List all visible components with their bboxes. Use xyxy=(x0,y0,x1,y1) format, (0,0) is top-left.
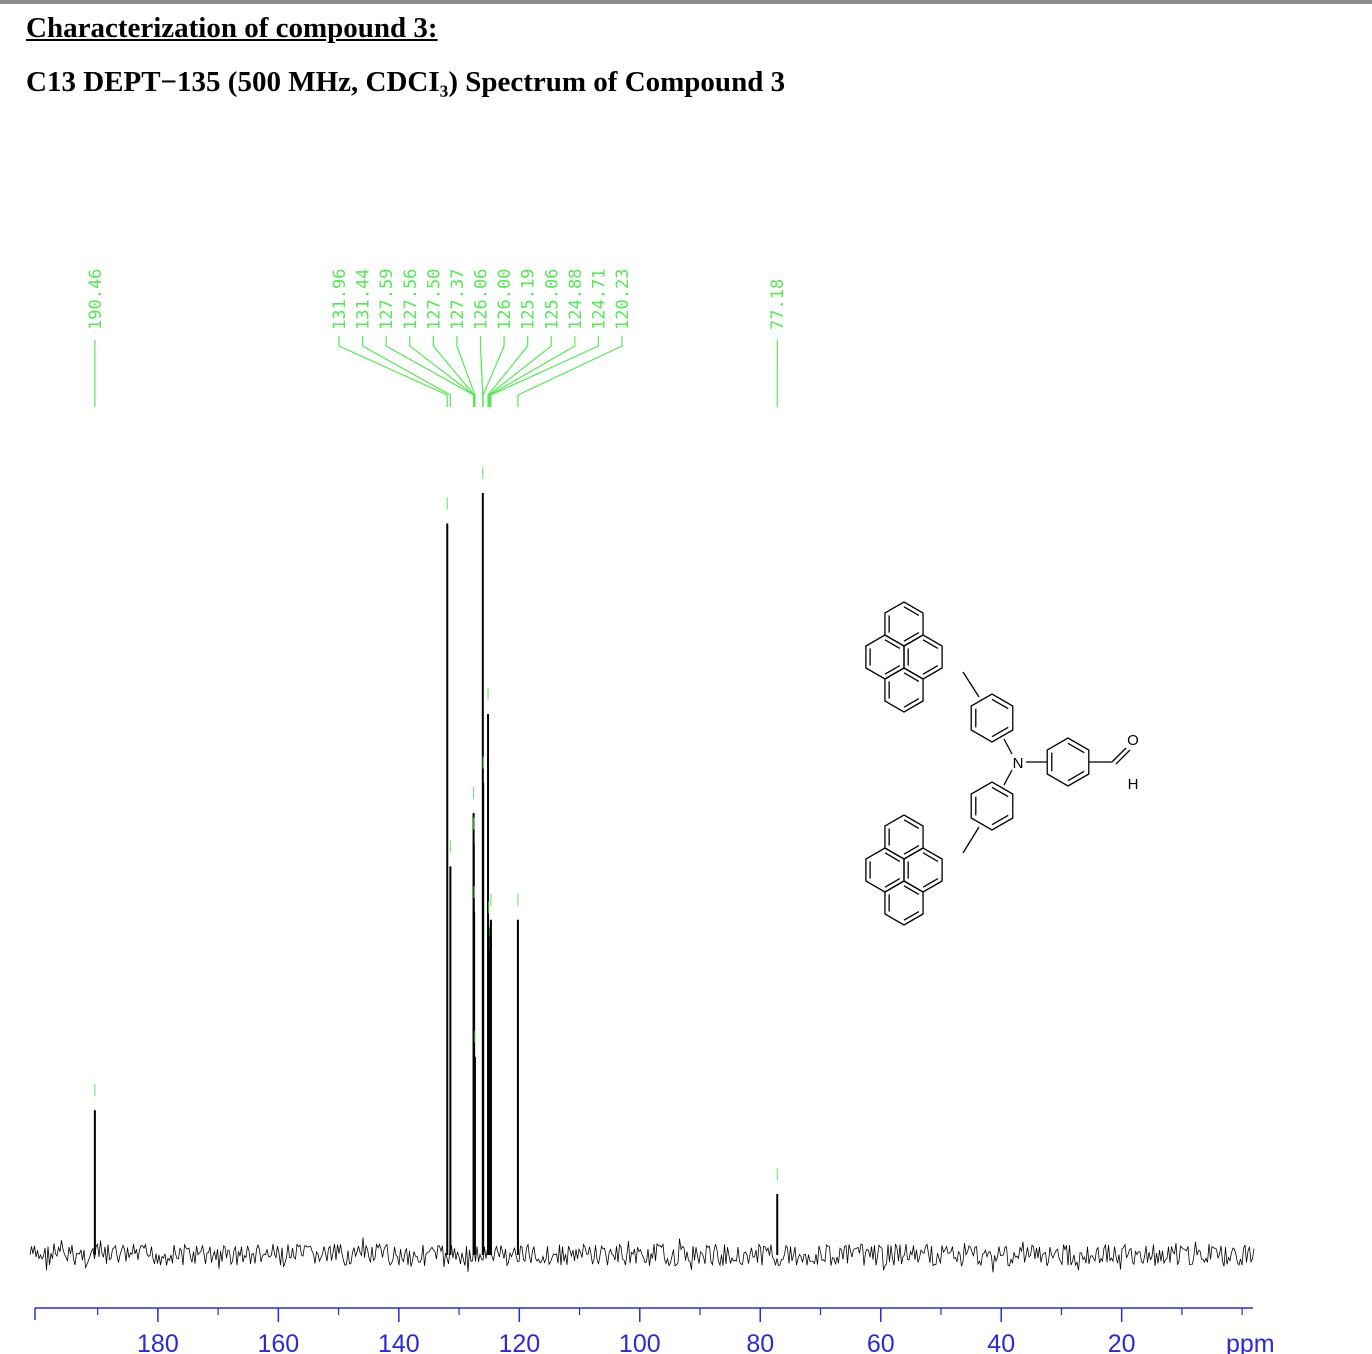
peak-label-connector xyxy=(487,336,529,407)
double-bond xyxy=(1067,770,1085,782)
ring xyxy=(903,634,943,680)
bond xyxy=(1003,769,1013,786)
ring xyxy=(970,693,1014,743)
ring xyxy=(865,634,905,680)
ring xyxy=(884,814,924,860)
peak-label: 127.59 xyxy=(377,269,397,330)
double-bond xyxy=(922,665,939,675)
peak-label: 77.18 xyxy=(768,279,788,330)
atom-label: O xyxy=(1127,732,1139,749)
ring xyxy=(1046,737,1090,787)
x-tick-label: 40 xyxy=(987,1330,1015,1354)
double-bond xyxy=(991,786,1009,798)
x-tick-label: 60 xyxy=(867,1330,895,1354)
double-bond xyxy=(884,639,901,649)
top-bar xyxy=(0,0,1372,4)
bond xyxy=(962,826,980,854)
bond xyxy=(962,671,980,698)
peak-label: 127.50 xyxy=(424,269,444,330)
double-bond xyxy=(903,845,920,855)
peak-label-connector xyxy=(456,336,476,407)
ring xyxy=(903,847,943,893)
peak-label-connector xyxy=(489,336,576,407)
atom-label: N xyxy=(1013,755,1024,772)
double-bond xyxy=(884,878,901,888)
peak-label-connector xyxy=(409,336,475,407)
peak-label: 131.44 xyxy=(354,269,374,330)
x-tick-label: 180 xyxy=(137,1330,179,1354)
x-tick-label: 100 xyxy=(619,1330,661,1354)
ring xyxy=(884,601,924,647)
peak-label: 125.19 xyxy=(519,269,539,330)
x-tick-label: 160 xyxy=(257,1330,299,1354)
peak-label: 127.37 xyxy=(448,269,468,330)
x-axis-label: ppm xyxy=(1226,1330,1275,1354)
peak-label-connector xyxy=(361,336,451,407)
double-bond xyxy=(991,726,1009,738)
double-bond xyxy=(1067,742,1085,754)
peak-label-connector xyxy=(385,336,475,407)
bond xyxy=(1003,738,1013,755)
double-bond xyxy=(903,819,920,829)
ring xyxy=(884,880,924,926)
double-bond xyxy=(922,639,939,649)
double-bond xyxy=(903,672,920,682)
double-bond xyxy=(903,885,920,895)
peak-label: 190.46 xyxy=(86,269,106,330)
peak-label: 124.88 xyxy=(566,269,586,330)
peak-label: 127.56 xyxy=(401,269,421,330)
double-bond xyxy=(922,878,939,888)
x-tick-label: 80 xyxy=(746,1330,774,1354)
peak-label: 131.96 xyxy=(330,269,350,330)
double-bond xyxy=(884,852,901,862)
peak-label-connector xyxy=(482,336,505,407)
structure xyxy=(865,601,1131,926)
peak-label: 126.06 xyxy=(472,269,492,330)
double-bond xyxy=(991,814,1009,826)
peak-label-connector xyxy=(488,336,552,407)
double-bond xyxy=(903,911,920,921)
baseline-noise xyxy=(29,1237,1255,1273)
peak-label: 124.71 xyxy=(589,269,609,330)
double-bond xyxy=(903,698,920,708)
peak-label-connector xyxy=(432,336,475,407)
peak-label: 120.23 xyxy=(613,269,633,330)
peak-label: 126.00 xyxy=(495,269,515,330)
x-tick-label: 20 xyxy=(1108,1330,1136,1354)
atom-label: H xyxy=(1128,776,1139,793)
chart-subtitle: C13 DEPT−135 (500 MHz, CDCI₃) Spectrum o… xyxy=(26,66,786,98)
ring xyxy=(970,781,1014,831)
double-bond xyxy=(903,632,920,642)
peak-label-connector xyxy=(490,336,600,407)
peak-label: 125.06 xyxy=(542,269,562,330)
double-bond xyxy=(884,665,901,675)
peak-label-connector xyxy=(517,336,623,407)
peak-label-connector xyxy=(338,336,448,407)
peak-label-connector xyxy=(479,336,484,407)
bond xyxy=(1111,747,1127,763)
double-bond xyxy=(922,852,939,862)
x-tick-label: 120 xyxy=(498,1330,540,1354)
x-tick-label: 140 xyxy=(378,1330,420,1354)
bond xyxy=(1115,749,1131,765)
double-bond xyxy=(903,606,920,616)
ring xyxy=(865,847,905,893)
ring xyxy=(884,667,924,713)
double-bond xyxy=(991,698,1009,710)
chart-title: Characterization of compound 3: xyxy=(26,12,438,44)
